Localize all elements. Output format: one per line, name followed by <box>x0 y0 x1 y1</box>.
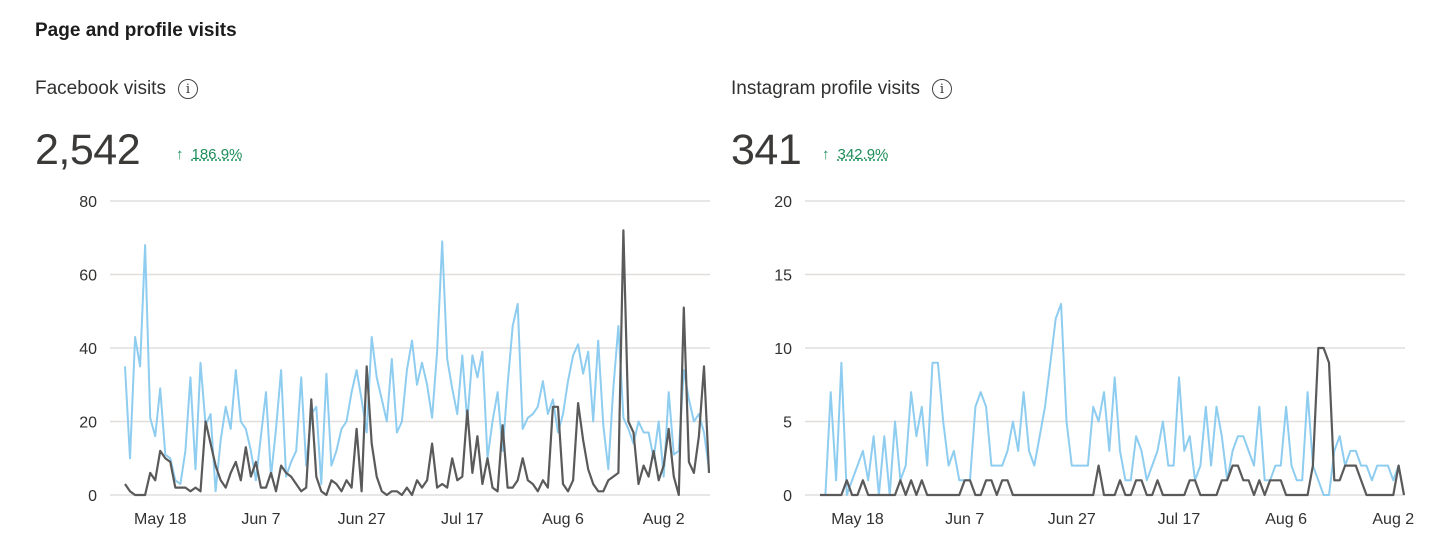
y-tick-label: 0 <box>88 488 97 505</box>
x-tick-label: Jun 7 <box>241 511 280 528</box>
facebook-visits-change[interactable]: ↑ 186.9% <box>176 146 242 163</box>
y-tick-label: 5 <box>783 415 792 432</box>
section-title: Page and profile visits <box>35 20 237 41</box>
series-line-0 <box>820 302 1405 496</box>
series-points-1 <box>819 347 1405 496</box>
y-tick-label: 20 <box>79 415 97 432</box>
info-icon[interactable]: i <box>932 79 953 99</box>
x-tick-label: Jul 17 <box>441 511 484 528</box>
x-tick-label: Jun 7 <box>945 511 984 528</box>
x-tick-label: Aug 6 <box>1265 511 1307 528</box>
facebook-visits-total: 2,542 <box>35 126 141 174</box>
instagram-visits-total: 341 <box>731 126 802 174</box>
y-tick-label: 20 <box>774 194 792 211</box>
series-points-0 <box>124 241 710 492</box>
y-tick-label: 40 <box>79 341 97 358</box>
x-tick-label: Aug 6 <box>542 511 584 528</box>
series-points-1 <box>124 230 710 496</box>
arrow-up-icon: ↑ <box>822 146 830 163</box>
facebook-visits-panel: Facebook visits i 2,542 ↑ 186.9% 0 20 40 60 8… <box>0 0 720 541</box>
info-icon[interactable]: i <box>177 79 198 99</box>
y-tick-label: 15 <box>774 268 792 285</box>
instagram-visits-label-row: Instagram profile visits i <box>731 78 953 100</box>
facebook-visits-chart[interactable]: 0 20 40 60 80 May 18 Jun 7 Jun 27 Jul 17 Aug 6 Aug… <box>0 0 720 541</box>
x-tick-label: Jun 27 <box>338 511 386 528</box>
arrow-up-icon: ↑ <box>176 146 184 163</box>
facebook-visits-label-row: Facebook visits i <box>35 78 198 100</box>
instagram-visits-change-pct: 342.9% <box>837 146 889 163</box>
x-tick-label: Jun 27 <box>1048 511 1096 528</box>
series-line-1 <box>820 346 1406 497</box>
instagram-visits-title: Instagram profile visits <box>731 78 921 99</box>
y-tick-label: 10 <box>774 341 792 358</box>
x-tick-label: Jul 17 <box>1158 511 1201 528</box>
x-tick-label: May 18 <box>134 511 187 528</box>
instagram-visits-change[interactable]: ↑ 342.9% <box>822 146 888 163</box>
y-tick-label: 80 <box>79 194 97 211</box>
y-tick-label: 60 <box>79 268 97 285</box>
series-line-0 <box>124 240 710 493</box>
facebook-visits-change-pct: 186.9% <box>191 146 243 163</box>
facebook-visits-title: Facebook visits <box>35 78 166 99</box>
y-tick-label: 0 <box>783 488 792 505</box>
x-tick-label: Aug 2 <box>1372 511 1414 528</box>
x-tick-label: Aug 2 <box>643 511 685 528</box>
x-tick-label: May 18 <box>831 511 884 528</box>
